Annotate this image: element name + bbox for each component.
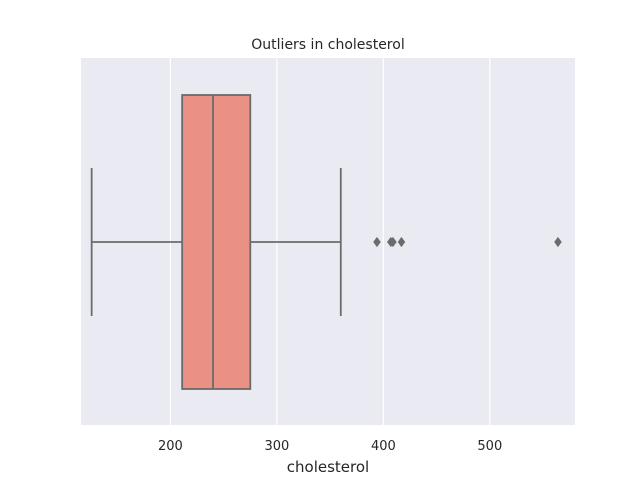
chart-title: Outliers in cholesterol [251,37,404,53]
outlier-point [554,236,562,248]
box-plot [90,94,562,390]
outlier-point [389,236,397,248]
x-tick-label: 500 [477,439,502,454]
x-tick-label: 200 [158,439,183,454]
x-tick-label: 300 [264,439,289,454]
interquartile-box [181,94,252,390]
outlier-point [373,236,381,248]
x-axis-ticks: 200 300 400 500 [158,439,502,454]
x-tick-label: 400 [371,439,396,454]
outlier-point [397,236,406,248]
x-axis-label: cholesterol [287,458,369,476]
